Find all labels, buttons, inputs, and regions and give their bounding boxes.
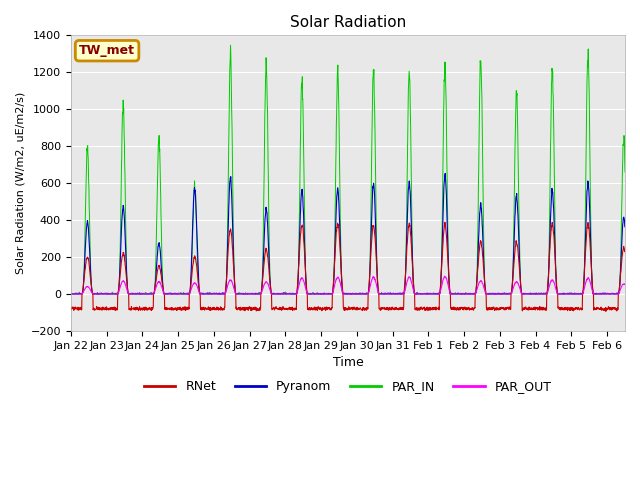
Pyranom — [431, 291, 439, 297]
Pyranom — [67, 291, 75, 297]
RNet — [67, 304, 75, 310]
PAR_IN — [68, 291, 76, 297]
PAR_IN — [67, 290, 75, 296]
Pyranom — [442, 170, 449, 176]
RNet — [621, 249, 629, 254]
PAR_IN — [431, 291, 439, 297]
RNet — [441, 219, 449, 225]
X-axis label: Time: Time — [333, 356, 364, 369]
Pyranom — [351, 291, 359, 297]
RNet — [602, 309, 610, 314]
PAR_IN — [100, 291, 108, 297]
Pyranom — [100, 291, 108, 297]
Line: PAR_OUT: PAR_OUT — [71, 276, 625, 294]
Legend: RNet, Pyranom, PAR_IN, PAR_OUT: RNet, Pyranom, PAR_IN, PAR_OUT — [139, 375, 557, 398]
PAR_OUT — [602, 291, 610, 297]
PAR_OUT — [351, 291, 359, 297]
PAR_IN — [602, 291, 610, 297]
PAR_IN — [621, 169, 629, 175]
PAR_IN — [536, 290, 544, 296]
PAR_IN — [351, 291, 359, 297]
Line: Pyranom: Pyranom — [71, 173, 625, 294]
PAR_OUT — [99, 291, 107, 297]
Pyranom — [67, 291, 75, 297]
PAR_OUT — [431, 291, 438, 297]
Pyranom — [536, 291, 544, 297]
PAR_IN — [227, 42, 234, 48]
RNet — [414, 308, 422, 313]
Line: PAR_IN: PAR_IN — [71, 45, 625, 294]
PAR_OUT — [440, 274, 448, 279]
PAR_OUT — [67, 291, 75, 297]
PAR_OUT — [536, 291, 544, 297]
PAR_IN — [415, 291, 422, 297]
Pyranom — [602, 291, 610, 297]
RNet — [536, 307, 544, 312]
RNet — [351, 305, 359, 311]
RNet — [602, 306, 610, 312]
RNet — [99, 305, 107, 311]
Y-axis label: Solar Radiation (W/m2, uE/m2/s): Solar Radiation (W/m2, uE/m2/s) — [15, 92, 25, 274]
PAR_OUT — [621, 282, 629, 288]
PAR_OUT — [414, 291, 422, 297]
Pyranom — [621, 224, 629, 230]
Title: Solar Radiation: Solar Radiation — [290, 15, 406, 30]
Pyranom — [414, 291, 422, 297]
RNet — [431, 305, 438, 311]
Text: TW_met: TW_met — [79, 44, 135, 57]
Line: RNet: RNet — [71, 222, 625, 312]
